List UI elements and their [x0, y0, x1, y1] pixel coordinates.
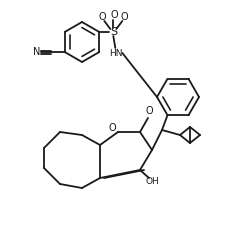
Text: O: O	[110, 10, 118, 20]
Text: O: O	[121, 12, 128, 22]
Text: N: N	[33, 47, 40, 57]
Text: O: O	[99, 12, 106, 22]
Text: S: S	[110, 27, 117, 37]
Text: O: O	[145, 106, 153, 116]
Text: HN: HN	[110, 49, 123, 58]
Text: O: O	[108, 123, 116, 133]
Text: OH: OH	[145, 178, 159, 186]
